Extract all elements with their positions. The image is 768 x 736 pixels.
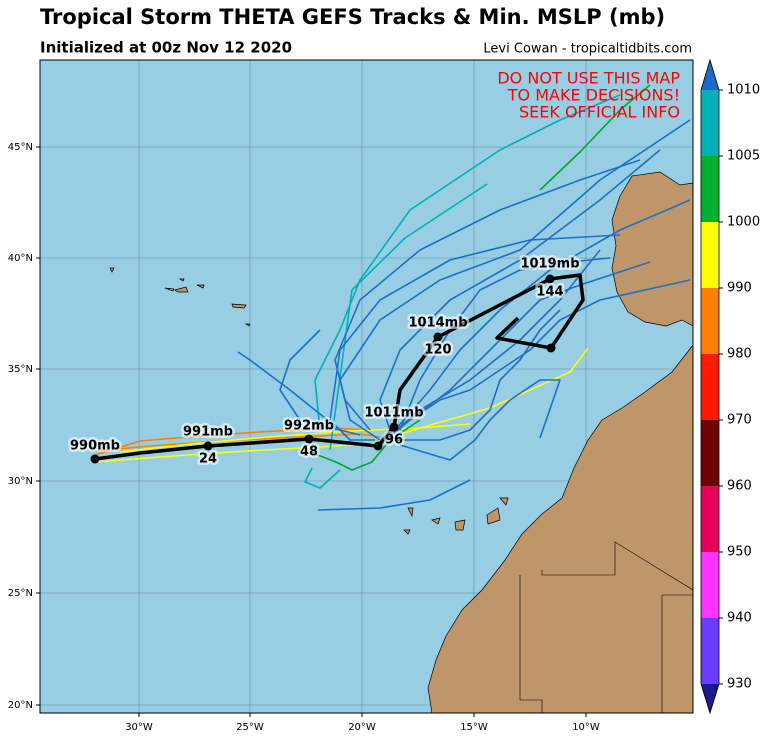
hour-label: 96 [385,433,403,448]
warning-line: SEEK OFFICIAL INFO [519,103,680,122]
lon-label: 30°W [125,722,153,733]
colorbar-label: 970 [727,413,752,428]
colorbar-segment [701,288,719,354]
hour-label: 24 [199,452,217,467]
colorbar-label: 950 [727,545,752,560]
colorbar-label: 940 [727,611,752,626]
track-labels: 990mb 991mb 992mb 1011mb 1014mb 1019mb 24 48 96 1… [68,254,583,469]
hour-label: 120 [424,343,451,358]
colorbar-top [701,60,719,90]
colorbar-label: 1005 [727,149,760,164]
warning-line: TO MAKE DECISIONS! [507,86,680,105]
lat-label: 35°N [8,364,33,375]
lat-label: 40°N [8,253,33,264]
axis-labels: 45°N 40°N 35°N 30°N 25°N 20°N 30°W 25°W 20°W 15°W… [8,142,600,733]
subtitle: Initialized at 00z Nov 12 2020 [40,39,292,57]
pressure-label: 991mb [183,425,233,440]
colorbar-label: 990 [727,281,752,296]
lon-label: 25°W [236,722,264,733]
colorbar-segment [701,552,719,618]
pressure-label: 1014mb [408,316,467,331]
lat-label: 20°N [8,700,33,711]
lat-label: 25°N [8,588,33,599]
borders [519,541,693,713]
lat-label: 45°N [8,142,33,153]
map: 990mb 991mb 992mb 1011mb 1014mb 1019mb 24 48 96 1… [40,60,693,713]
colorbar-segment [701,156,719,222]
colorbar-segment [701,420,719,486]
pressure-label: 992mb [284,419,334,434]
lon-label: 10°W [572,722,600,733]
pressure-label: 1011mb [364,406,423,421]
colorbar-label: 960 [727,479,752,494]
colorbar-segment [701,486,719,552]
title: Tropical Storm THETA GEFS Tracks & Min. … [40,5,665,29]
colorbar-segment [701,90,719,156]
colorbar-segment [701,618,719,684]
colorbar-label: 1000 [727,215,760,230]
land [109,171,693,713]
pressure-label: 990mb [70,439,120,454]
hour-label: 144 [536,285,563,300]
colorbar-label: 1010 [727,83,760,98]
map-frame [39,59,694,714]
pressure-label: 1019mb [520,257,579,272]
hour-label: 48 [300,445,318,460]
colorbar-segment [701,354,719,420]
colorbar-label: 980 [727,347,752,362]
colorbar: 1010 1005 1000 990 980 970 960 950 940 930 [700,58,760,715]
colorbar-bottom [701,684,719,713]
mean-track-points [90,274,556,464]
colorbar-segment [701,222,719,288]
mean-track [94,273,585,461]
lon-label: 20°W [348,722,376,733]
warning-line: DO NOT USE THIS MAP [497,69,680,88]
lat-label: 30°N [8,476,33,487]
lon-label: 15°W [460,722,488,733]
colorbar-label: 930 [727,677,752,692]
credit: Levi Cowan - tropicaltidbits.com [483,42,692,57]
